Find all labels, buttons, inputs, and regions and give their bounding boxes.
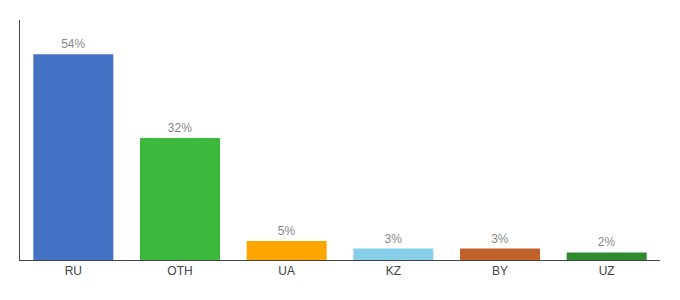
svg-text:3%: 3% (491, 232, 509, 246)
svg-text:UZ: UZ (599, 264, 615, 278)
svg-text:32%: 32% (168, 121, 192, 135)
svg-text:54%: 54% (61, 37, 85, 51)
svg-text:UA: UA (278, 264, 295, 278)
svg-text:KZ: KZ (386, 264, 401, 278)
svg-text:RU: RU (65, 264, 82, 278)
svg-text:3%: 3% (384, 232, 402, 246)
svg-text:5%: 5% (278, 224, 296, 238)
svg-text:2%: 2% (598, 235, 616, 249)
svg-text:OTH: OTH (167, 264, 192, 278)
svg-text:BY: BY (492, 264, 508, 278)
